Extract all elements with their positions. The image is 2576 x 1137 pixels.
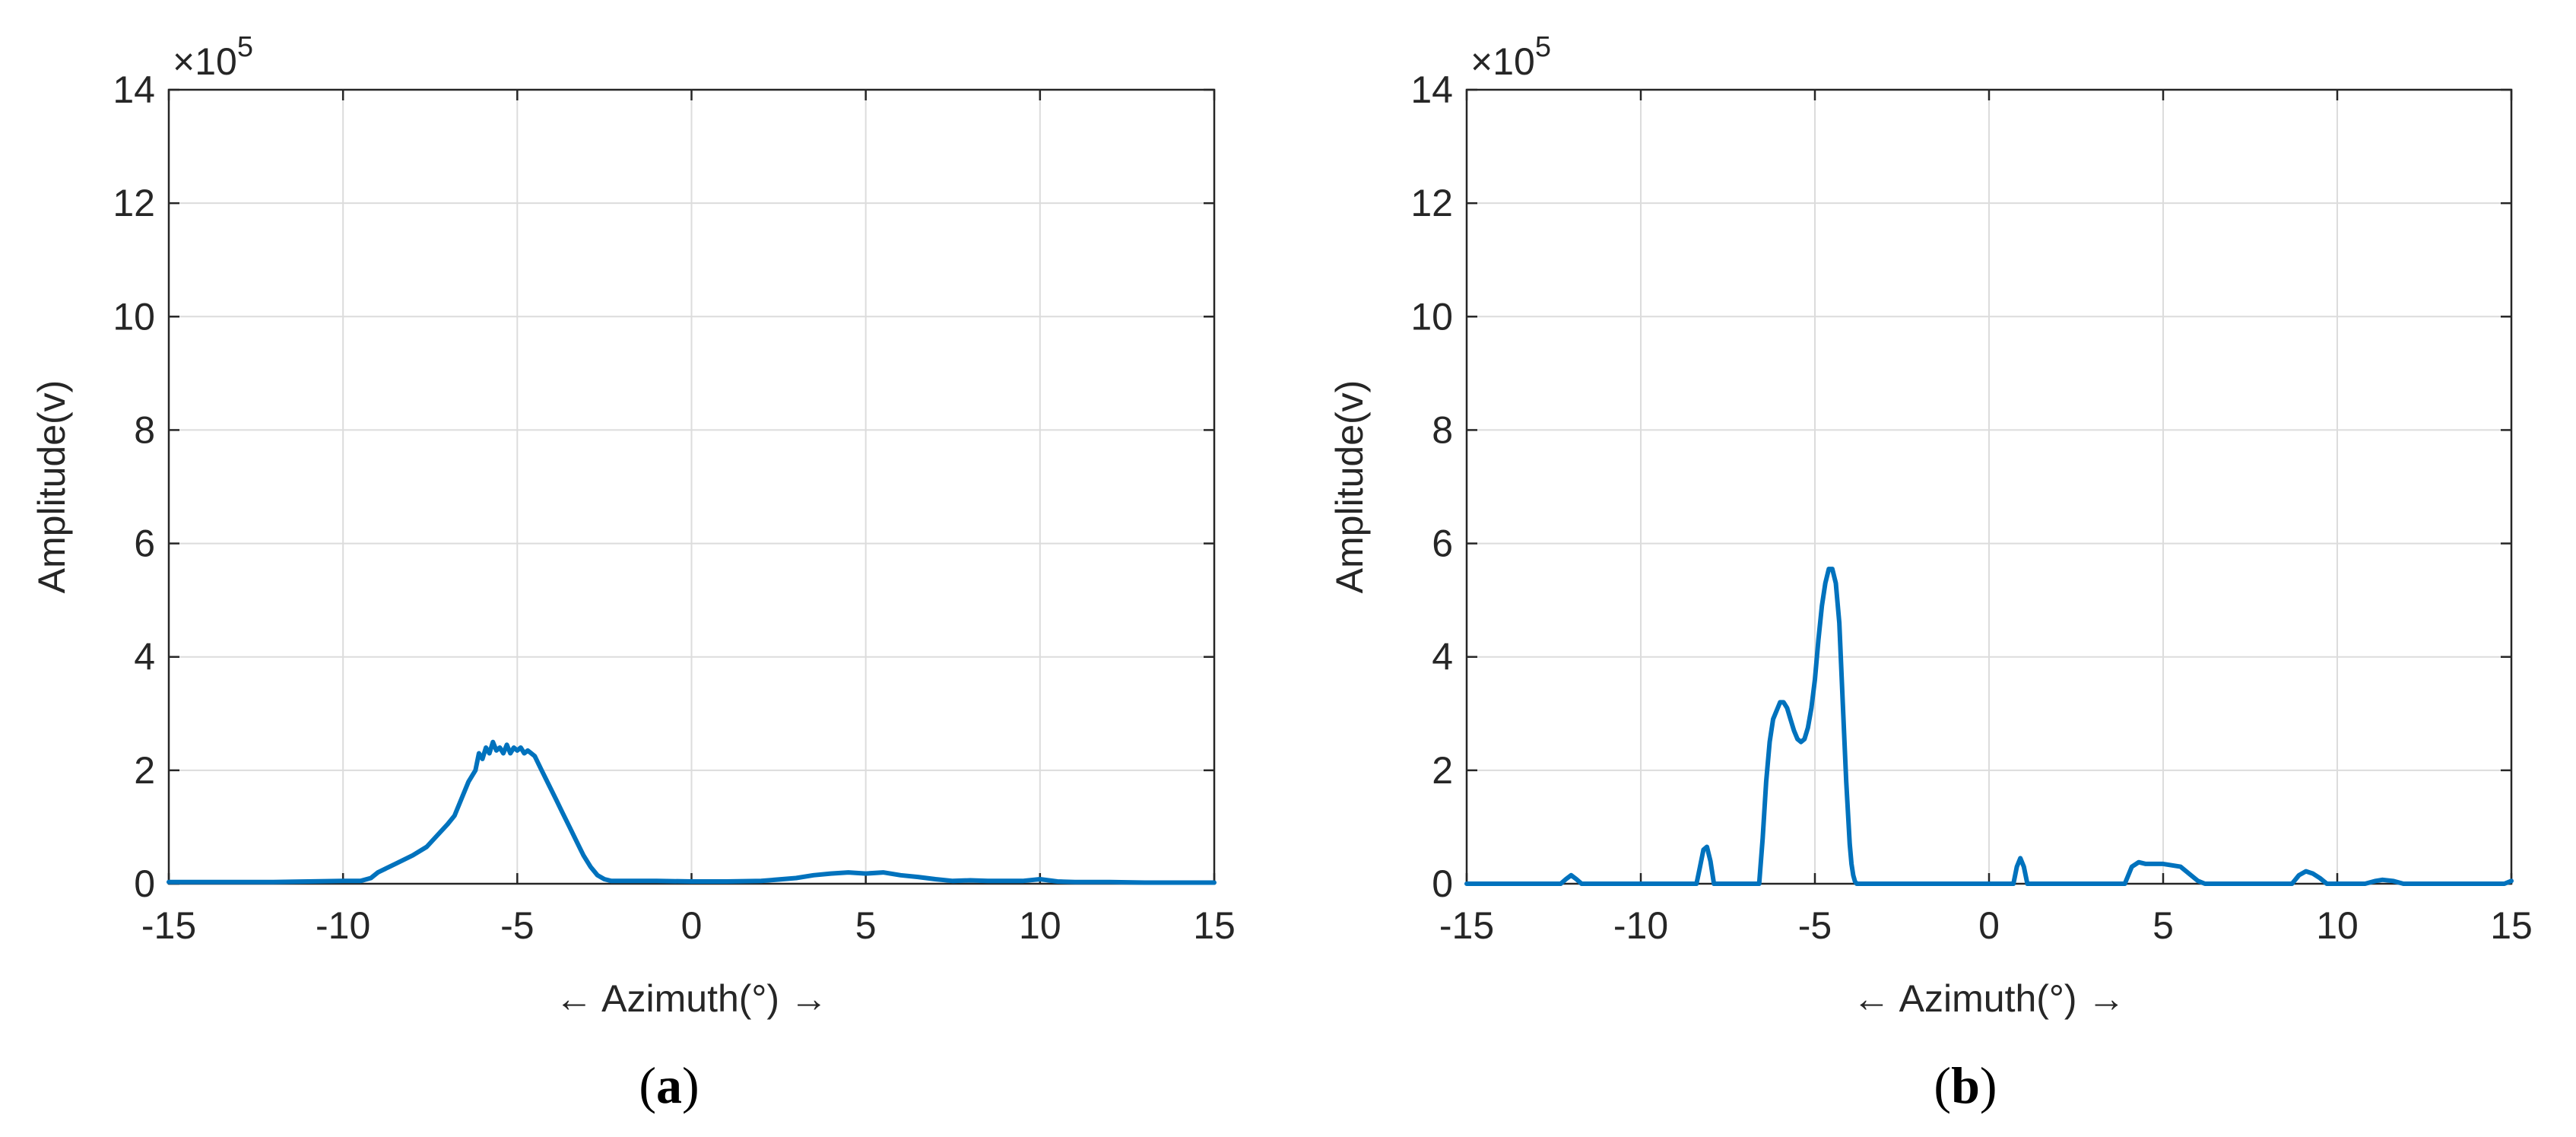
x-axis-label: ← Azimuth(°) → bbox=[1853, 977, 2126, 1020]
caption-letter: b bbox=[1951, 1056, 1980, 1114]
y-tick-label: 10 bbox=[1410, 295, 1453, 338]
y-tick-label: 2 bbox=[134, 749, 155, 792]
x-tick-label: 10 bbox=[2316, 904, 2359, 947]
x-tick-label: 0 bbox=[681, 904, 703, 947]
x-tick-label: 0 bbox=[1978, 904, 2000, 947]
caption-letter: a bbox=[656, 1056, 682, 1114]
y-tick-label: 8 bbox=[134, 408, 155, 451]
y-exponent-base: ×10 bbox=[1470, 40, 1535, 83]
x-tick-label: 5 bbox=[2152, 904, 2174, 947]
y-tick-label: 12 bbox=[113, 182, 155, 224]
panel-caption: (a) bbox=[639, 1056, 699, 1114]
caption-paren: ) bbox=[1980, 1056, 1997, 1114]
x-tick-label: 5 bbox=[855, 904, 877, 947]
x-tick-label: 10 bbox=[1019, 904, 1061, 947]
x-tick-label: -10 bbox=[1613, 904, 1668, 947]
y-tick-label: 4 bbox=[1432, 636, 1453, 678]
caption-paren: ) bbox=[682, 1056, 700, 1114]
y-tick-label: 8 bbox=[1432, 408, 1453, 451]
y-exponent-power: 5 bbox=[237, 31, 253, 63]
y-exponent-label: ×105 bbox=[1470, 31, 1551, 83]
y-tick-label: 2 bbox=[1432, 749, 1453, 792]
y-tick-label: 4 bbox=[134, 636, 155, 678]
x-tick-label: -10 bbox=[316, 904, 370, 947]
y-exponent-base: ×10 bbox=[173, 40, 237, 83]
y-exponent-label: ×105 bbox=[173, 31, 253, 83]
caption-paren: ( bbox=[1934, 1056, 1951, 1114]
y-tick-label: 14 bbox=[113, 68, 155, 111]
x-tick-label: -5 bbox=[500, 904, 534, 947]
series-line bbox=[167, 739, 1217, 885]
x-axis-label: ← Azimuth(°) → bbox=[555, 977, 828, 1020]
x-tick-label: -15 bbox=[1439, 904, 1494, 947]
y-tick-label: 6 bbox=[1432, 522, 1453, 565]
y-tick-label: 6 bbox=[134, 522, 155, 565]
y-exponent-power: 5 bbox=[1535, 31, 1551, 63]
caption-paren: ( bbox=[639, 1056, 656, 1114]
series-line bbox=[1464, 567, 2514, 886]
panel-caption: (b) bbox=[1934, 1056, 1997, 1114]
x-tick-label: -15 bbox=[141, 904, 196, 947]
y-tick-label: 0 bbox=[1432, 862, 1453, 905]
x-tick-label: -5 bbox=[1798, 904, 1832, 947]
y-tick-label: 10 bbox=[113, 295, 155, 338]
y-axis-label: Amplitude(v) bbox=[30, 380, 73, 594]
y-tick-label: 12 bbox=[1410, 182, 1453, 224]
y-tick-label: 14 bbox=[1410, 68, 1453, 111]
y-tick-label: 0 bbox=[134, 862, 155, 905]
y-axis-label: Amplitude(v) bbox=[1328, 380, 1371, 594]
x-tick-label: 15 bbox=[2490, 904, 2533, 947]
x-tick-label: 15 bbox=[1193, 904, 1236, 947]
